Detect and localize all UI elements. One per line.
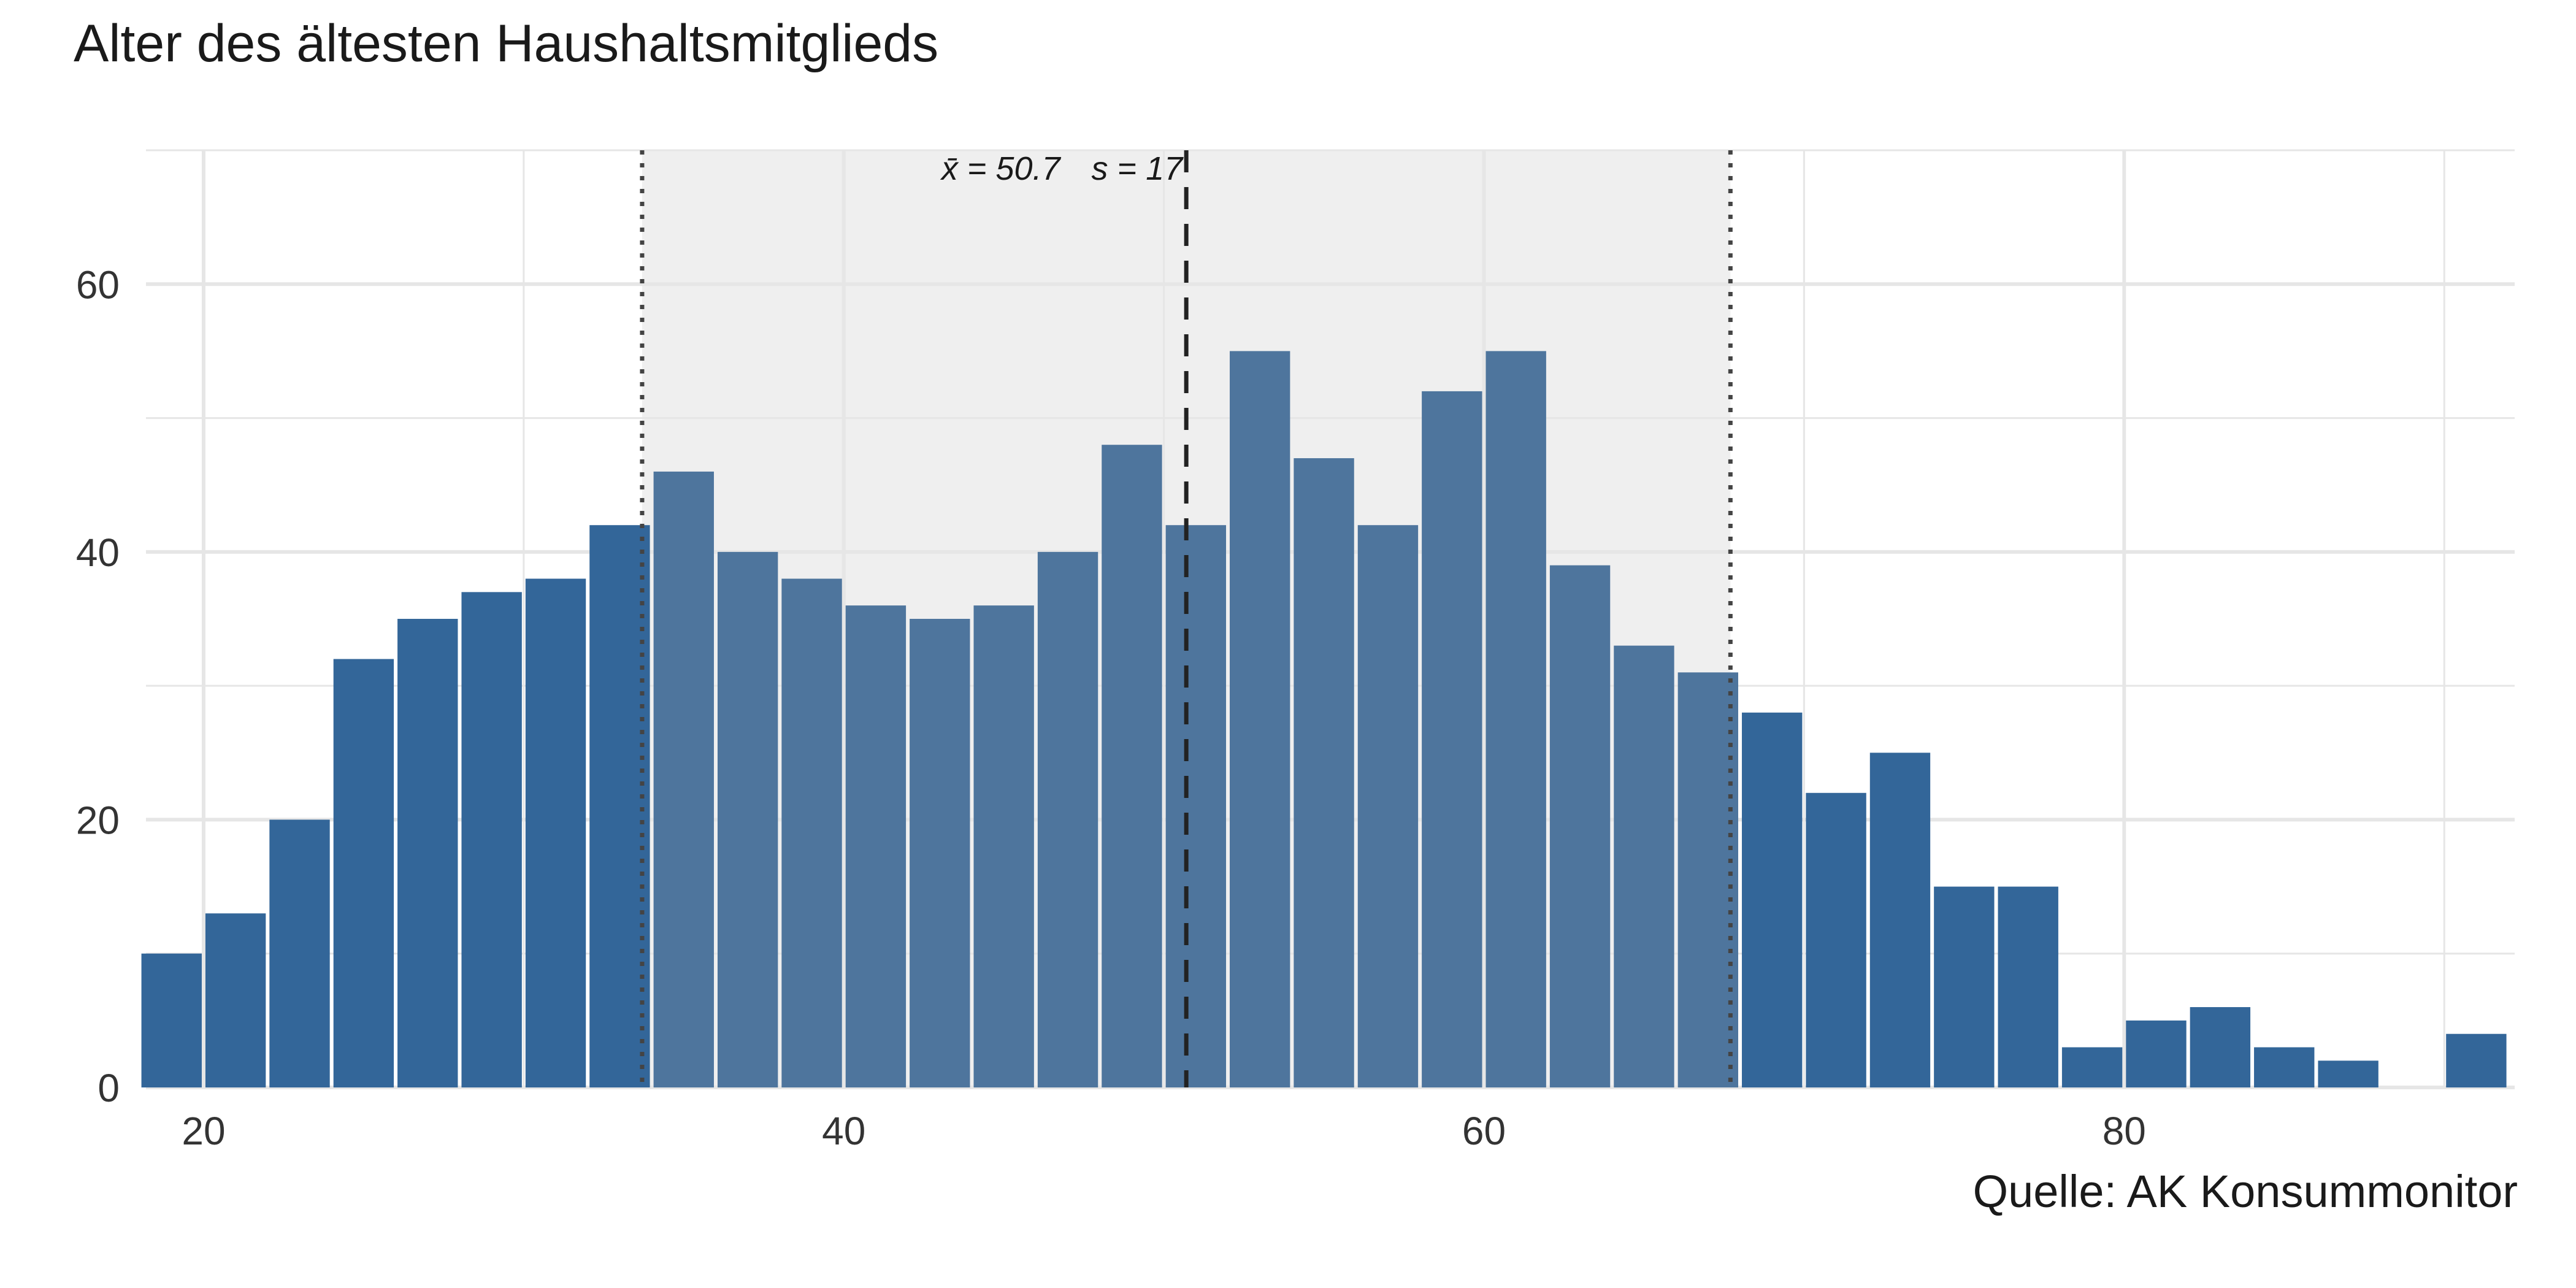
- histogram-bar: [1742, 712, 1803, 1087]
- histogram-bar: [269, 819, 330, 1087]
- histogram-bar: [1229, 351, 1290, 1087]
- histogram-bar: [205, 913, 266, 1087]
- x-tick-label: 80: [2103, 1109, 2146, 1153]
- x-tick-label: 40: [822, 1109, 865, 1153]
- histogram-bar: [1806, 792, 1866, 1087]
- histogram-bar: [1934, 886, 1995, 1087]
- histogram-bar: [1549, 565, 1611, 1087]
- histogram-bar: [461, 592, 522, 1087]
- histogram-bar: [1102, 445, 1162, 1088]
- histogram-bar: [333, 659, 394, 1087]
- histogram-bar: [1614, 645, 1674, 1087]
- histogram-bar: [2190, 1007, 2251, 1087]
- reference-line-layer: [640, 150, 1733, 1087]
- histogram-bar: [1037, 551, 1098, 1087]
- histogram-bar: [781, 578, 842, 1087]
- histogram-bar: [2061, 1047, 2123, 1087]
- y-tick-label: 20: [76, 798, 120, 842]
- histogram-bar: [2254, 1047, 2315, 1087]
- mean-sd-annotation: x̄ = 50.7 s = 17: [940, 150, 1184, 187]
- x-tick-label: 20: [182, 1109, 225, 1153]
- histogram-bar: [973, 605, 1034, 1087]
- histogram-bar: [1357, 525, 1419, 1087]
- histogram-bar: [653, 471, 714, 1087]
- x-tick-label: 60: [1462, 1109, 1506, 1153]
- histogram-bar: [1485, 351, 1546, 1087]
- histogram-bar: [1294, 458, 1354, 1087]
- histogram-bar: [397, 619, 458, 1087]
- histogram-bar: [2318, 1060, 2379, 1087]
- histogram-bar: [845, 605, 907, 1087]
- histogram-bar: [1869, 753, 1931, 1087]
- chart-caption: Quelle: AK Konsummonitor: [1972, 1166, 2518, 1217]
- histogram-bar: [1165, 525, 1226, 1087]
- histogram-bar: [2126, 1020, 2187, 1087]
- histogram-bar: [717, 551, 778, 1087]
- histogram-bar: [910, 619, 970, 1087]
- mean-label: x̄ = 50.7: [940, 150, 1062, 187]
- y-tick-label: 40: [76, 531, 120, 575]
- histogram-bar: [525, 578, 586, 1087]
- histogram-bar: [2446, 1033, 2507, 1087]
- bar-layer: [141, 351, 2507, 1088]
- histogram-bar: [1998, 886, 2058, 1087]
- histogram-bar: [1677, 672, 1739, 1087]
- histogram-bar: [589, 525, 650, 1087]
- y-tick-label: 60: [76, 263, 120, 307]
- histogram-bar: [1422, 391, 1482, 1087]
- sd-label: s = 17: [1092, 150, 1184, 187]
- histogram-bar: [141, 953, 202, 1087]
- tick-label-layer: 0 20 40 60 20 40 60 80: [76, 263, 2146, 1153]
- y-tick-label: 0: [98, 1066, 120, 1110]
- chart-title: Alter des ältesten Haushaltsmitglieds: [74, 14, 939, 73]
